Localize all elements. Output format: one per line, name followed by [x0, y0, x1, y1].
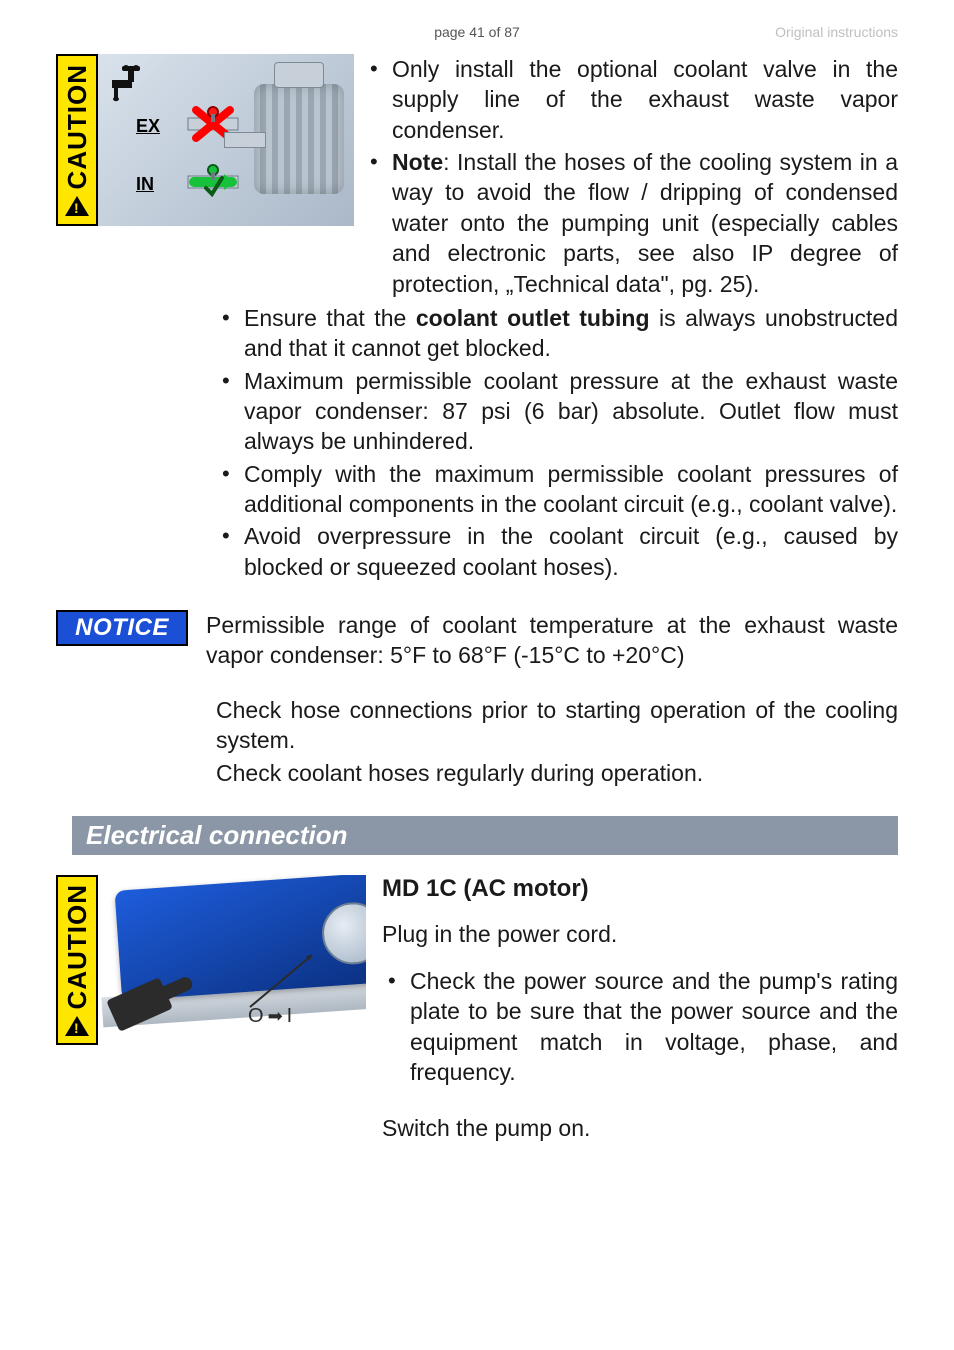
bullet-text: Check the power source and the pump's ra… [410, 968, 898, 1085]
illustration-wrap-2: CAUTION O ➡ I [56, 875, 366, 1045]
power-switch-legend: O ➡ I [248, 1005, 292, 1028]
coolant-valve-illustration: EX IN [98, 54, 354, 226]
switch-off-symbol: O [248, 1005, 264, 1028]
condenser-icon [254, 84, 344, 194]
warning-triangle-icon [65, 196, 89, 216]
warning-triangle-icon [65, 1016, 89, 1036]
caution-strip-2: CAUTION [56, 875, 98, 1045]
page-header: page 41 of 87 Original instructions [56, 24, 898, 40]
caution-label: CAUTION [62, 64, 93, 189]
header-right-label: Original instructions [617, 24, 898, 40]
electrical-text: MD 1C (AC motor) Plug in the power cord.… [366, 875, 898, 1089]
in-valve-icon [186, 160, 240, 204]
bullet-bold: coolant outlet tubing [416, 305, 650, 331]
paragraph: Check hose connections prior to starting… [216, 695, 898, 756]
pump-plug-illustration: O ➡ I [98, 875, 366, 1045]
bullet-item: Maximum permissible coolant pressure at … [216, 366, 898, 457]
notice-text: Permissible range of coolant temperature… [206, 610, 898, 671]
bullet-item: Comply with the maximum permissible cool… [216, 459, 898, 520]
illustration-wrap: CAUTION EX IN [56, 54, 354, 226]
top-right-bullets: Only install the optional coolant valve … [354, 54, 898, 301]
after-notice-paragraphs: Check hose connections prior to starting… [216, 695, 898, 788]
callout-arrow-icon [246, 953, 318, 1013]
caution-label: CAUTION [62, 884, 93, 1009]
bullet-pre: Ensure that the [244, 305, 416, 331]
bullet-text: Comply with the maximum permissible cool… [244, 461, 898, 517]
bullet-text: Only install the optional coolant valve … [392, 56, 898, 143]
bullet-item: Only install the optional coolant valve … [364, 54, 898, 145]
switch-on-symbol: I [287, 1005, 293, 1028]
electrical-heading: MD 1C (AC motor) [382, 875, 898, 903]
bullet-prefix-bold: Note [392, 149, 443, 175]
caution-strip-1: CAUTION [56, 54, 98, 226]
bullet-item: Avoid overpressure in the coolant circui… [216, 521, 898, 582]
page: page 41 of 87 Original instructions CAUT… [0, 0, 954, 1182]
in-label: IN [136, 174, 154, 195]
bullet-item: Note: Install the hoses of the cooling s… [364, 147, 898, 299]
notice-row: NOTICE Permissible range of coolant temp… [56, 610, 898, 671]
page-number-label: page 41 of 87 [337, 24, 618, 40]
section-heading-bar: Electrical connection [72, 816, 898, 855]
bullet-item: Ensure that the coolant outlet tubing is… [216, 303, 898, 364]
bullet-text: : Install the hoses of the cooling syste… [392, 149, 898, 296]
coolant-caution-block: CAUTION EX IN [56, 54, 898, 301]
plug-instruction: Plug in the power cord. [382, 921, 898, 948]
notice-badge: NOTICE [56, 610, 188, 646]
bullet-item: Check the power source and the pump's ra… [382, 966, 898, 1087]
electrical-block: CAUTION O ➡ I [56, 875, 898, 1089]
ex-label: EX [136, 116, 160, 137]
arrow-right-icon: ➡ [268, 1006, 283, 1027]
bullet-text: Maximum permissible coolant pressure at … [244, 368, 898, 455]
faucet-icon [106, 62, 150, 102]
bullet-text: Avoid overpressure in the coolant circui… [244, 523, 898, 579]
lower-bullets: Ensure that the coolant outlet tubing is… [216, 303, 898, 582]
header-left-spacer [56, 24, 337, 40]
switch-on-instruction: Switch the pump on. [382, 1115, 898, 1142]
paragraph: Check coolant hoses regularly during ope… [216, 758, 898, 788]
